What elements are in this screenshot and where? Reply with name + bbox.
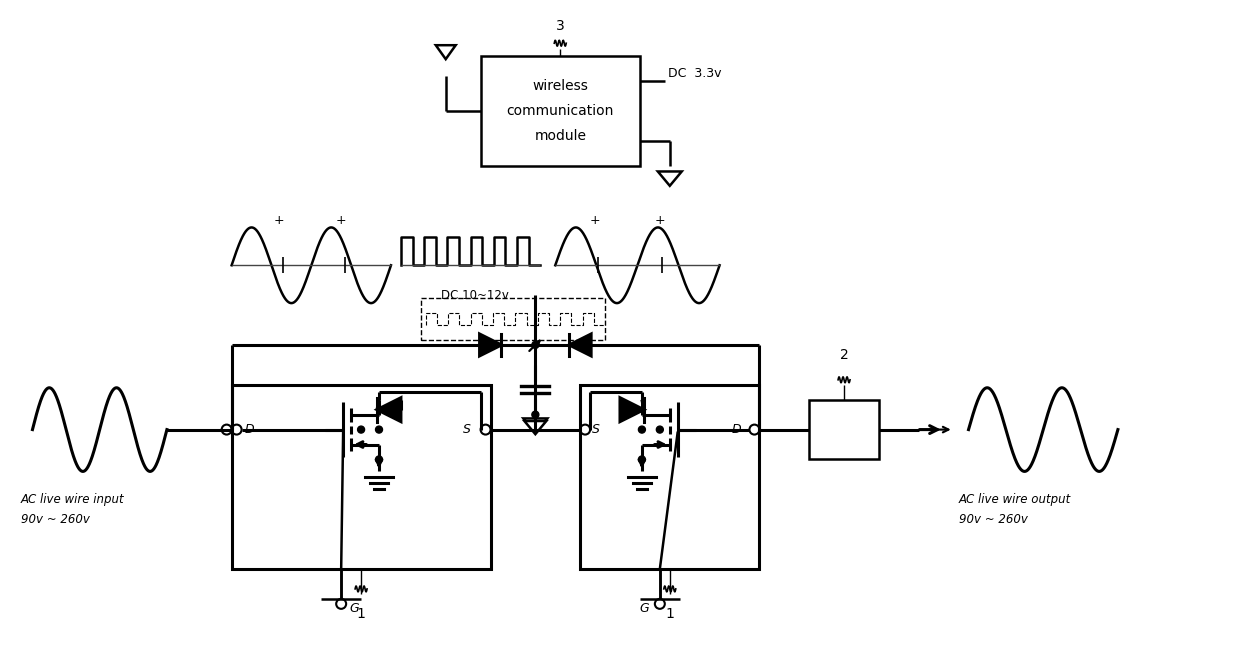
Text: +: +: [590, 214, 600, 227]
Text: D: D: [732, 423, 742, 436]
Circle shape: [532, 411, 539, 418]
Text: S: S: [593, 423, 600, 436]
Text: communication: communication: [507, 104, 614, 118]
Circle shape: [639, 426, 645, 433]
Text: DC  3.3v: DC 3.3v: [668, 66, 722, 80]
Polygon shape: [523, 418, 547, 433]
Polygon shape: [525, 421, 547, 434]
Text: +: +: [655, 214, 665, 227]
Text: 90v ~ 260v: 90v ~ 260v: [21, 512, 89, 526]
Polygon shape: [569, 334, 591, 356]
Text: D: D: [244, 423, 254, 436]
Text: module: module: [534, 129, 587, 143]
Circle shape: [532, 341, 539, 349]
Circle shape: [376, 426, 382, 433]
Text: 1: 1: [666, 607, 675, 621]
Bar: [580, 385, 759, 569]
Text: +: +: [336, 214, 346, 227]
Text: +: +: [274, 214, 285, 227]
Text: S: S: [463, 423, 470, 436]
Text: G: G: [350, 602, 358, 615]
Bar: [232, 385, 491, 569]
Bar: [420, 298, 605, 340]
Polygon shape: [620, 398, 644, 422]
Circle shape: [357, 426, 365, 433]
Text: DC 10~12v: DC 10~12v: [440, 288, 508, 302]
Text: AC live wire output: AC live wire output: [959, 493, 1071, 506]
Text: G: G: [640, 602, 650, 615]
Polygon shape: [480, 334, 501, 356]
Circle shape: [376, 456, 382, 463]
Text: 90v ~ 260v: 90v ~ 260v: [959, 512, 1028, 526]
Polygon shape: [377, 398, 401, 422]
Circle shape: [656, 426, 663, 433]
Text: 2: 2: [839, 348, 848, 362]
Text: AC live wire input: AC live wire input: [21, 493, 124, 506]
Polygon shape: [658, 172, 682, 186]
Text: 3: 3: [556, 19, 564, 33]
Bar: [481, 56, 640, 166]
Circle shape: [639, 456, 645, 463]
Bar: [810, 400, 879, 459]
Text: 1: 1: [357, 607, 366, 621]
Text: wireless: wireless: [532, 79, 588, 93]
